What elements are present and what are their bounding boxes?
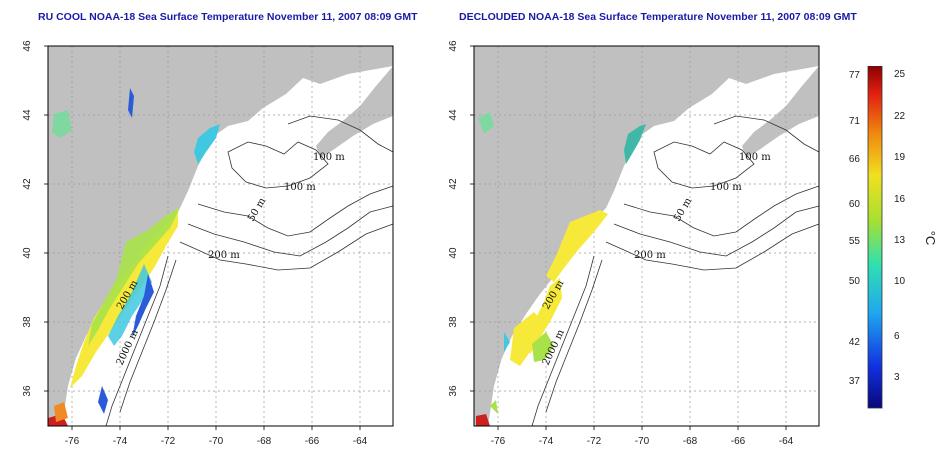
celsius-tick: 25 (894, 69, 906, 80)
fahrenheit-tick: 55 (849, 236, 861, 247)
lon-tick: -72 (161, 436, 176, 447)
lat-tick: 44 (22, 109, 33, 121)
celsius-tick: 6 (894, 331, 900, 342)
coastline-land (474, 46, 819, 426)
contour-label-200m: 200 m (208, 250, 240, 261)
lon-tick: -64 (353, 436, 368, 447)
lon-tick: -74 (539, 436, 554, 447)
sst-pixels (476, 112, 646, 426)
contour-label-100m-north: 100 m (739, 152, 771, 163)
lat-tick: 46 (448, 40, 459, 52)
lon-tick: -76 (65, 436, 80, 447)
lon-tick: -72 (587, 436, 602, 447)
declouded-sst-map-plot: 100 m 100 m 50 m 200 m 200 m 2000 m -76 … (448, 40, 820, 447)
fahrenheit-tick: 60 (849, 199, 861, 210)
colorbar-gradient (867, 65, 883, 409)
celsius-tick: 13 (894, 235, 906, 246)
bathymetry-contours (531, 115, 820, 427)
lat-tick: 36 (448, 385, 459, 397)
celsius-unit-label: °C (923, 231, 938, 246)
lat-tick: 42 (448, 178, 459, 190)
celsius-tick: 10 (894, 276, 906, 287)
fahrenheit-tick: 42 (849, 337, 861, 348)
lat-tick: 38 (22, 316, 33, 328)
fahrenheit-tick: 50 (849, 276, 861, 287)
declouded-sst-map[interactable]: 100 m 100 m 50 m 200 m 200 m 2000 m -76 … (448, 40, 820, 447)
raw-sst-map[interactable]: 100 m 100 m 50 m 200 m 200 m 2000 m -76 … (22, 40, 394, 447)
fahrenheit-tick: 71 (849, 116, 861, 127)
fahrenheit-tick: 37 (849, 376, 861, 387)
lat-tick: 36 (22, 385, 33, 397)
lon-tick: -74 (113, 436, 128, 447)
lon-tick: -76 (491, 436, 506, 447)
contour-label-200m: 200 m (634, 250, 666, 261)
raw-sst-map-plot: 100 m 100 m 50 m 200 m 200 m 2000 m -76 … (22, 40, 394, 447)
lat-tick: 42 (22, 178, 33, 190)
graticule (474, 46, 819, 426)
contour-label-100m-north: 100 m (313, 152, 345, 163)
lon-tick: -70 (635, 436, 650, 447)
right-map-title: DECLOUDED NOAA-18 Sea Surface Temperatur… (459, 11, 857, 23)
lon-tick: -70 (209, 436, 224, 447)
contour-label-100m-shelf: 100 m (710, 182, 742, 193)
lat-tick: 44 (448, 109, 459, 121)
fahrenheit-tick: 66 (849, 154, 861, 165)
celsius-tick: 3 (894, 372, 900, 383)
contour-label-100m-shelf: 100 m (284, 182, 316, 193)
celsius-tick: 22 (894, 111, 906, 122)
nova-scotia-land (742, 66, 819, 158)
bathymetry-contours (105, 115, 394, 427)
nova-scotia-land (316, 66, 393, 158)
fahrenheit-unit-label: °F (840, 231, 843, 244)
lat-tick: 40 (22, 247, 33, 259)
lon-tick: -68 (683, 436, 698, 447)
left-map-title: RU COOL NOAA-18 Sea Surface Temperature … (38, 11, 418, 23)
fahrenheit-tick: 77 (849, 70, 861, 81)
lon-tick: -68 (257, 436, 272, 447)
map-frame (473, 45, 820, 427)
sst-colorbar: 77 71 66 60 55 50 42 37 25 22 19 16 13 1… (828, 65, 950, 411)
celsius-tick: 19 (894, 152, 906, 163)
lat-tick: 46 (22, 40, 33, 52)
celsius-tick: 16 (894, 194, 906, 205)
lon-tick: -66 (731, 436, 746, 447)
map-frame (47, 45, 394, 427)
lat-tick: 40 (448, 247, 459, 259)
coastline-land (48, 46, 393, 426)
lon-tick: -64 (779, 436, 794, 447)
lat-tick: 38 (448, 316, 459, 328)
lon-tick: -66 (305, 436, 320, 447)
sst-pixels (48, 88, 220, 426)
